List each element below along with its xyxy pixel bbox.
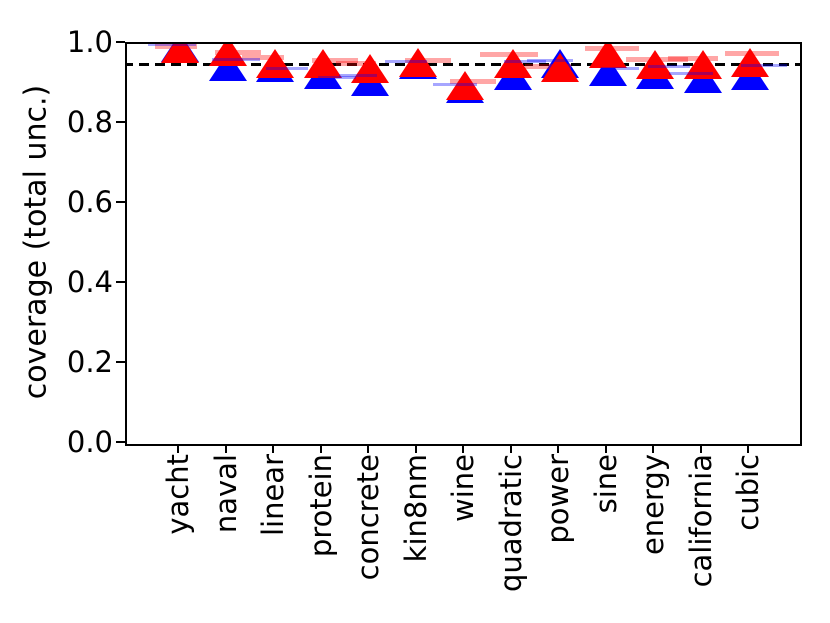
x-tick-mark [224, 444, 227, 453]
blue-spread-band [503, 60, 546, 64]
x-tick-label-kin8nm: kin8nm [398, 454, 433, 563]
x-tick-label-energy: energy [636, 454, 670, 556]
y-tick-label: 0.6 [66, 185, 113, 219]
red-spread-band [336, 60, 376, 66]
blue-spread-band [384, 59, 427, 63]
y-tick-mark [116, 361, 125, 363]
red-spread-band [450, 79, 496, 85]
x-tick-label-protein: protein [303, 454, 338, 558]
x-tick-label-concrete: concrete [351, 454, 385, 581]
red-spread-band [214, 50, 261, 56]
x-tick-mark [319, 444, 322, 453]
y-tick-label: 0.2 [66, 345, 113, 379]
blue-spread-band [339, 74, 377, 78]
red-triangle-marker [493, 46, 532, 79]
blue-spread-band [527, 58, 573, 62]
x-tick-label-naval: naval [208, 454, 243, 534]
x-tick-label-yacht: yacht [161, 454, 195, 535]
red-spread-band [525, 63, 571, 69]
red-triangle-marker [683, 47, 722, 79]
red-triangle-marker [351, 51, 389, 84]
x-tick-label-linear: linear [256, 454, 290, 537]
red-spread-band [584, 46, 639, 52]
y-tick-label: 0.0 [66, 425, 113, 459]
red-triangle-marker [208, 44, 247, 67]
red-triangle-marker [636, 47, 674, 80]
x-tick-mark [509, 444, 512, 453]
x-tick-label-cubic: cubic [731, 454, 765, 531]
x-tick-label-wine: wine [446, 454, 480, 522]
blue-spread-band [211, 57, 260, 61]
blue-spread-band [648, 64, 690, 68]
red-spread-band [479, 51, 538, 57]
red-spread-band [725, 50, 779, 56]
red-spread-band [242, 55, 284, 61]
red-triangle-marker [161, 44, 199, 63]
x-tick-mark [652, 444, 654, 453]
y-tick-mark [116, 201, 125, 203]
blue-spread-band [266, 66, 308, 70]
x-tick-label-california: california [683, 454, 718, 588]
red-triangle-marker [731, 45, 769, 77]
red-triangle-marker [446, 68, 484, 100]
reference-dashed-line [127, 62, 800, 66]
x-tick-mark [272, 444, 274, 453]
x-tick-mark [177, 444, 179, 453]
x-tick-mark [747, 444, 749, 453]
red-spread-band [667, 55, 718, 61]
x-tick-mark [699, 444, 702, 453]
red-spread-band [404, 57, 451, 63]
red-triangle-marker [588, 44, 627, 68]
red-triangle-marker [256, 46, 294, 78]
x-tick-mark [367, 444, 369, 453]
x-tick-mark [462, 444, 464, 453]
blue-spread-band [148, 44, 196, 46]
blue-spread-band [433, 82, 477, 86]
y-tick-mark [116, 441, 125, 443]
y-tick-mark [116, 281, 125, 283]
y-tick-mark [116, 121, 125, 123]
y-tick-label: 0.4 [66, 265, 113, 299]
y-tick-label: 0.8 [66, 105, 113, 139]
x-tick-mark [557, 444, 559, 453]
blue-spread-band [317, 76, 356, 80]
red-triangle-marker [398, 45, 437, 77]
x-tick-label-power: power [541, 454, 575, 544]
red-spread-band [155, 44, 197, 49]
x-tick-label-sine: sine [588, 454, 623, 514]
x-tick-mark [604, 444, 607, 453]
x-tick-mark [414, 444, 417, 453]
red-spread-band [311, 58, 358, 64]
blue-spread-band [741, 64, 787, 68]
red-triangle-marker [541, 50, 579, 83]
x-tick-label-quadratic: quadratic [493, 454, 528, 593]
plot-area [125, 42, 802, 446]
y-tick-mark [116, 41, 125, 43]
red-triangle-marker [303, 46, 342, 79]
y-tick-label: 1.0 [66, 25, 113, 59]
red-spread-band [626, 56, 688, 62]
blue-spread-band [600, 66, 639, 70]
blue-spread-band [668, 72, 713, 76]
